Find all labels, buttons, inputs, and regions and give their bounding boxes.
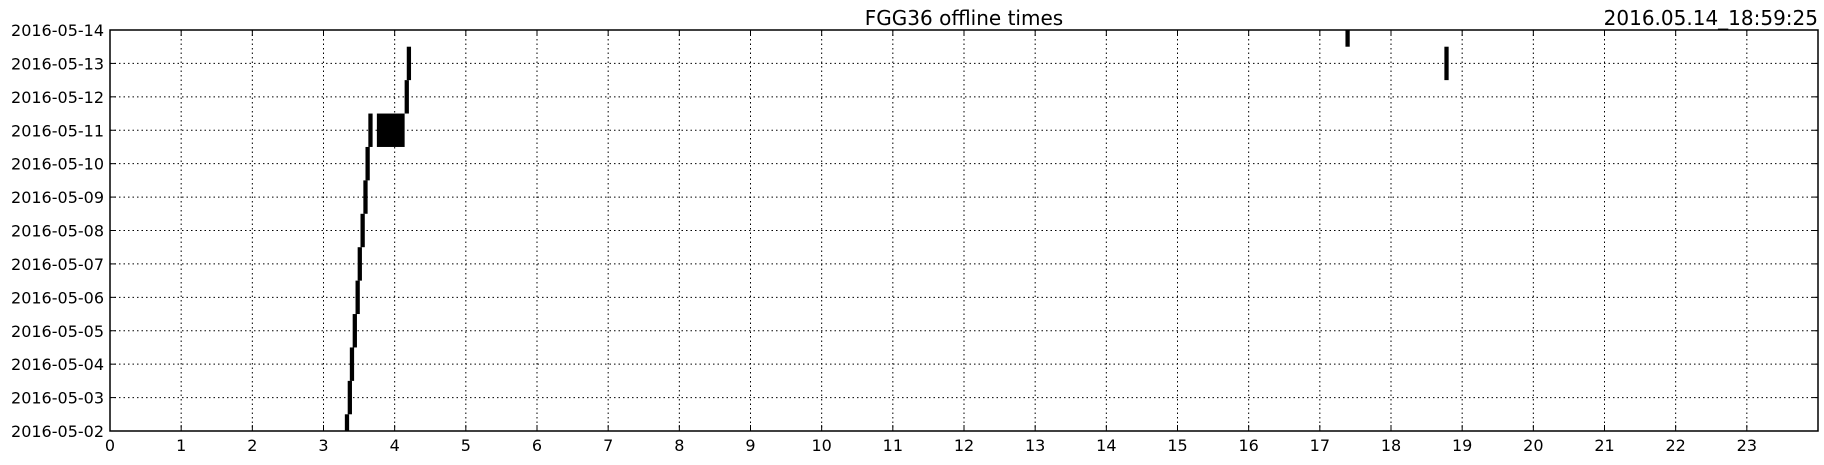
y-tick-label: 2016-05-03	[11, 389, 104, 408]
x-tick-label: 23	[1737, 436, 1757, 455]
offline-period-bar	[365, 146, 370, 181]
x-tick-label: 15	[1167, 436, 1187, 455]
x-tick-label: 14	[1096, 436, 1116, 455]
plot-frame	[109, 29, 1819, 432]
offline-period-bar	[344, 414, 350, 431]
offline-period-bar	[1444, 46, 1449, 81]
x-tick-label: 5	[461, 436, 471, 455]
offline-period-bar	[347, 380, 352, 415]
offline-period-bar	[404, 80, 409, 114]
x-tick-label: 3	[318, 436, 328, 455]
y-tick-label: 2016-05-02	[11, 422, 104, 441]
offline-period-bar	[360, 213, 365, 248]
y-tick-label: 2016-05-08	[11, 222, 104, 241]
offline-period-bar	[368, 113, 373, 147]
x-tick-label: 18	[1381, 436, 1401, 455]
x-tick-label: 17	[1310, 436, 1330, 455]
x-tick-label: 13	[1025, 436, 1045, 455]
chart-title: FGG36 offline times	[864, 6, 1064, 30]
y-tick-label: 2016-05-06	[11, 288, 104, 307]
x-tick-label: 1	[176, 436, 186, 455]
offline-period-bar	[349, 347, 355, 381]
x-tick-label: 6	[532, 436, 542, 455]
x-tick-label: 11	[883, 436, 903, 455]
offline-period-bar	[1345, 30, 1350, 47]
x-tick-label: 19	[1452, 436, 1472, 455]
chart-timestamp: 2016.05.14_18:59:25	[1603, 6, 1818, 30]
offline-period-bar	[363, 180, 368, 214]
x-tick-label: 21	[1594, 436, 1614, 455]
x-tick-label: 20	[1523, 436, 1543, 455]
offline-period-bar	[355, 280, 360, 315]
offline-period-bar	[376, 113, 405, 147]
y-tick-label: 2016-05-14	[11, 21, 104, 40]
x-tick-label: 16	[1238, 436, 1258, 455]
y-tick-label: 2016-05-04	[11, 355, 104, 374]
x-axis-ticks: 0 1 2 3 4 5 6 7 8 9 10 11 12 13 14 15 16 17 18 19 20 21 22 23	[105, 30, 1757, 455]
x-tick-label: 8	[674, 436, 684, 455]
offline-period-bar	[357, 247, 362, 281]
x-tick-label: 10	[811, 436, 831, 455]
x-tick-label: 7	[603, 436, 613, 455]
x-tick-label: 9	[745, 436, 755, 455]
y-axis-ticks: 2016-05-02 2016-05-03 2016-05-04 2016-05-05…	[11, 21, 1818, 441]
y-tick-label: 2016-05-10	[11, 155, 104, 174]
y-tick-label: 2016-05-05	[11, 322, 104, 341]
x-tick-label: 12	[954, 436, 974, 455]
y-tick-label: 2016-05-13	[11, 54, 104, 73]
x-tick-label: 2	[247, 436, 257, 455]
x-tick-label: 0	[105, 436, 115, 455]
offline-period-bar	[406, 46, 412, 81]
y-tick-label: 2016-05-12	[11, 88, 104, 107]
y-tick-label: 2016-05-07	[11, 255, 104, 274]
y-tick-label: 2016-05-11	[11, 121, 104, 140]
x-tick-label: 4	[390, 436, 400, 455]
grid-lines	[110, 30, 1818, 431]
x-tick-label: 22	[1665, 436, 1685, 455]
offline-period-bar	[352, 314, 357, 348]
offline-bars	[344, 30, 1449, 431]
y-tick-label: 2016-05-09	[11, 188, 104, 207]
